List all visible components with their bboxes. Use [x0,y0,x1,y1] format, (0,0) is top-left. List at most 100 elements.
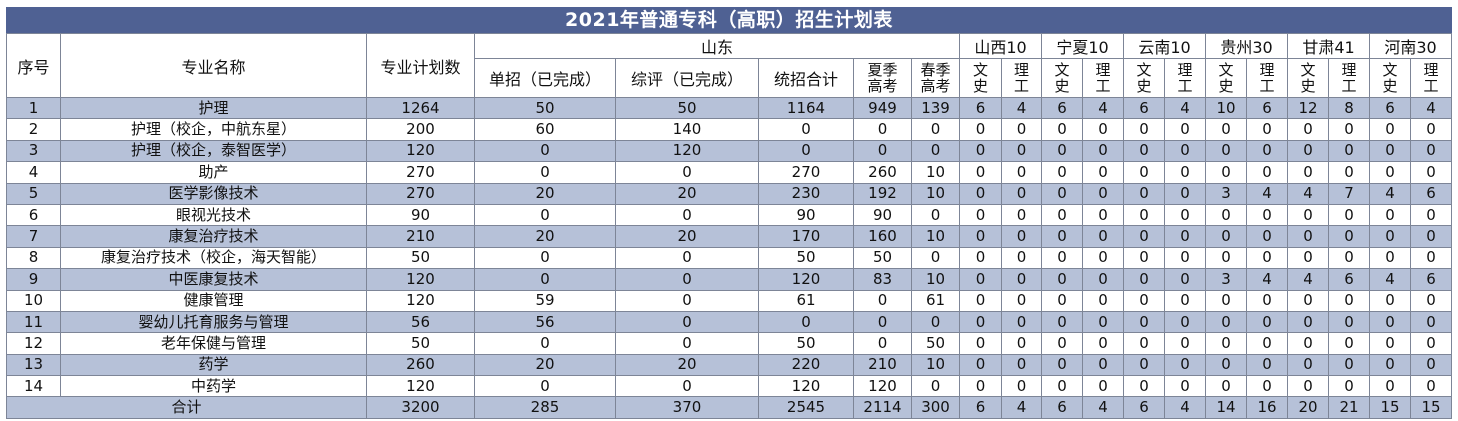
cell-value: 0 [1082,161,1125,184]
cell-value: 0 [1164,332,1207,355]
cell-value: 0 [1164,139,1207,163]
cell-value: 0 [1123,353,1166,377]
cell-value: 0 [1328,161,1371,184]
cell-value: 90 [366,203,475,227]
total-value: 300 [910,396,961,419]
cell-value: 120 [853,375,912,398]
cell-value: 0 [1041,203,1084,227]
cell-major-name: 康复治疗技术（校企，海天智能） [60,246,367,270]
cell-value: 0 [959,203,1003,227]
header-char: 史 [1054,77,1070,95]
cell-value: 0 [910,118,961,141]
cell-seq: 6 [6,203,61,227]
total-value: 21 [1328,396,1371,419]
header-summer-line2: 高考 [867,77,898,95]
total-value: 2114 [853,396,912,419]
cell-value: 10 [910,225,961,248]
cell-value: 50 [758,246,854,270]
cell-value: 0 [1205,246,1248,270]
cell-value: 0 [1082,375,1125,398]
cell-value: 50 [366,332,475,355]
cell-seq: 2 [6,118,61,141]
header-province: 云南10 [1123,33,1207,59]
cell-value: 50 [615,96,759,120]
cell-value: 200 [366,118,475,141]
cell-value: 50 [758,332,854,355]
cell-value: 0 [1369,310,1412,334]
cell-major-name: 护理（校企，泰智医学） [60,139,367,163]
cell-value: 10 [910,182,961,205]
cell-value: 0 [758,310,854,334]
cell-value: 0 [1369,161,1412,184]
cell-value: 0 [1410,289,1453,312]
cell-value: 0 [1123,246,1166,270]
cell-value: 3 [1205,182,1248,205]
header-char: 工 [1259,77,1275,95]
cell-value: 0 [1369,375,1412,398]
cell-value: 59 [474,289,616,312]
cell-value: 3 [1205,268,1248,291]
cell-value: 90 [853,203,912,227]
cell-value: 20 [474,182,616,205]
cell-value: 192 [853,182,912,205]
cell-value: 4 [1369,268,1412,291]
cell-major-name: 老年保健与管理 [60,332,367,355]
cell-value: 0 [1041,289,1084,312]
cell-value: 0 [1205,332,1248,355]
cell-value: 0 [853,332,912,355]
cell-value: 210 [853,353,912,377]
cell-value: 0 [1001,332,1043,355]
cell-value: 10 [910,353,961,377]
cell-value: 1164 [758,96,854,120]
cell-value: 0 [1001,375,1043,398]
cell-seq: 7 [6,225,61,248]
cell-value: 0 [1123,182,1166,205]
cell-value: 0 [1287,161,1330,184]
cell-value: 0 [615,161,759,184]
total-row: 合计 3200 285 370 2545 2114 300 6 4 6 4 6 4 14 16 20 21 15 1… [6,396,1453,419]
cell-value: 0 [959,139,1003,163]
cell-value: 0 [1369,332,1412,355]
cell-value: 6 [1328,268,1371,291]
cell-value: 0 [1205,225,1248,248]
header-summer-line1: 夏季 [867,61,898,79]
cell-seq: 4 [6,161,61,184]
cell-value: 4 [1369,182,1412,205]
cell-value: 0 [1041,118,1084,141]
header-char: 文 [1054,61,1070,79]
cell-value: 0 [1082,225,1125,248]
cell-value: 1264 [366,96,475,120]
cell-value: 0 [1205,161,1248,184]
table-row: 14 中药学 120 0 0 120 120 0 0 0 0 0 0 0 0 0 0 0 0 0 [6,375,1453,398]
cell-value: 0 [1246,332,1289,355]
cell-value: 0 [1287,139,1330,163]
table-row: 6 眼视光技术 90 0 0 90 90 0 0 0 0 0 0 0 0 0 0 0 0 0 [6,203,1453,227]
cell-value: 0 [1369,203,1412,227]
cell-value: 7 [1328,182,1371,205]
cell-value: 0 [474,268,616,291]
cell-major-name: 眼视光技术 [60,203,367,227]
cell-value: 0 [1123,118,1166,141]
cell-value: 4 [1287,268,1330,291]
cell-value: 0 [1287,332,1330,355]
cell-value: 0 [1369,118,1412,141]
header-summer-exam: 夏季 高考 [853,58,912,98]
cell-value: 270 [366,182,475,205]
cell-value: 0 [1041,139,1084,163]
cell-value: 0 [1205,118,1248,141]
table-row: 4 助产 270 0 0 270 260 10 0 0 0 0 0 0 0 0 0 0 0 0 [6,161,1453,184]
cell-value: 8 [1328,96,1371,120]
cell-value: 61 [758,289,854,312]
header-char: 文 [1136,61,1152,79]
cell-value: 0 [853,118,912,141]
cell-seq: 12 [6,332,61,355]
cell-value: 90 [758,203,854,227]
cell-value: 0 [1123,225,1166,248]
cell-value: 0 [1246,225,1289,248]
table-row: 5 医学影像技术 270 20 20 230 192 10 0 0 0 0 0 0 3 4 4 7 4 6 [6,182,1453,205]
cell-major-name: 护理 [60,96,367,120]
cell-value: 0 [1246,246,1289,270]
cell-value: 0 [1082,289,1125,312]
cell-value: 0 [1123,289,1166,312]
cell-value: 0 [1164,310,1207,334]
